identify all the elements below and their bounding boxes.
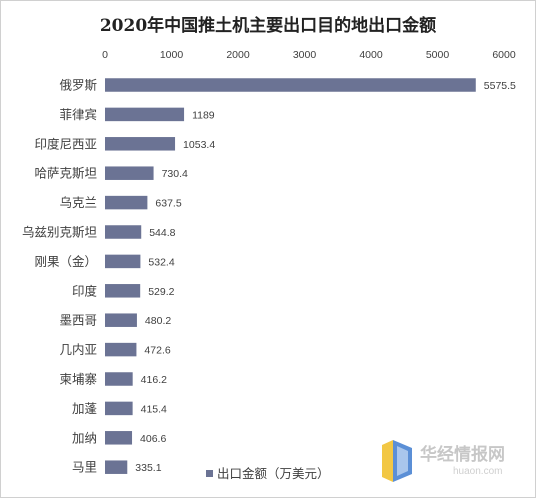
bar: [105, 107, 185, 122]
x-axis-ticks: 0 1000 2000 3000 4000 5000 6000: [102, 49, 516, 61]
bars: [105, 78, 476, 474]
bar: [105, 195, 148, 210]
data-label: 544.8: [149, 227, 175, 239]
category-label: 印度尼西亚: [34, 136, 97, 151]
bar: [105, 137, 176, 151]
x-tick-label: 0: [102, 49, 108, 61]
watermark-logo-icon: [382, 440, 412, 482]
data-label: 1189: [192, 109, 215, 121]
watermark-url: huaon.com: [453, 466, 502, 477]
bar: [105, 313, 137, 327]
data-label: 529.2: [148, 286, 174, 298]
bar: [105, 401, 133, 416]
watermark-text: 华经情报网: [420, 444, 505, 465]
category-label: 几内亚: [59, 342, 97, 357]
data-label: 480.2: [145, 315, 171, 327]
category-label: 印度: [72, 283, 98, 298]
category-label: 菲律宾: [59, 107, 97, 122]
x-tick-label: 1000: [160, 49, 184, 61]
category-label: 乌兹别克斯坦: [22, 225, 97, 240]
category-label: 刚果（金）: [34, 254, 97, 269]
bar: [105, 166, 154, 180]
watermark: 华经情报网 huaon.com: [382, 440, 505, 482]
legend-swatch: [206, 470, 213, 477]
data-label: 532.4: [148, 256, 174, 268]
category-label: 乌克兰: [59, 195, 97, 210]
category-label: 墨西哥: [59, 313, 97, 328]
legend: 出口金额（万美元）: [206, 466, 330, 481]
value-labels: 5575.5 1189 1053.4 730.4 637.5 544.8 532.4 529.…: [135, 80, 516, 474]
bar: [105, 225, 142, 239]
x-tick-label: 2000: [226, 49, 250, 61]
x-tick-label: 5000: [426, 49, 450, 61]
category-label: 柬埔寨: [59, 372, 97, 387]
data-label: 472.6: [144, 345, 170, 357]
data-label: 1053.4: [183, 139, 215, 151]
x-tick-label: 6000: [492, 49, 516, 61]
data-label: 637.5: [155, 198, 181, 210]
x-tick-label: 4000: [359, 49, 383, 61]
data-label: 5575.5: [484, 80, 516, 92]
bar: [105, 342, 137, 357]
data-label: 406.6: [140, 433, 166, 445]
data-label: 335.1: [135, 462, 161, 474]
data-label: 730.4: [162, 168, 188, 180]
category-label: 俄罗斯: [59, 78, 97, 93]
bar: [105, 254, 141, 269]
category-label: 哈萨克斯坦: [34, 166, 97, 181]
bar: [105, 460, 128, 474]
bar: [105, 372, 133, 386]
data-label: 415.4: [141, 403, 167, 415]
legend-label: 出口金额（万美元）: [217, 466, 330, 481]
category-label: 加蓬: [72, 401, 98, 416]
chart-title: 2020年中国推土机主要出口目的地出口金额: [100, 15, 436, 36]
category-label: 马里: [72, 460, 97, 475]
bar: [105, 78, 476, 92]
data-label: 416.2: [141, 374, 167, 386]
bar: [105, 431, 133, 445]
x-tick-label: 3000: [293, 49, 317, 61]
category-label: 加纳: [72, 430, 97, 445]
bar: [105, 284, 141, 298]
